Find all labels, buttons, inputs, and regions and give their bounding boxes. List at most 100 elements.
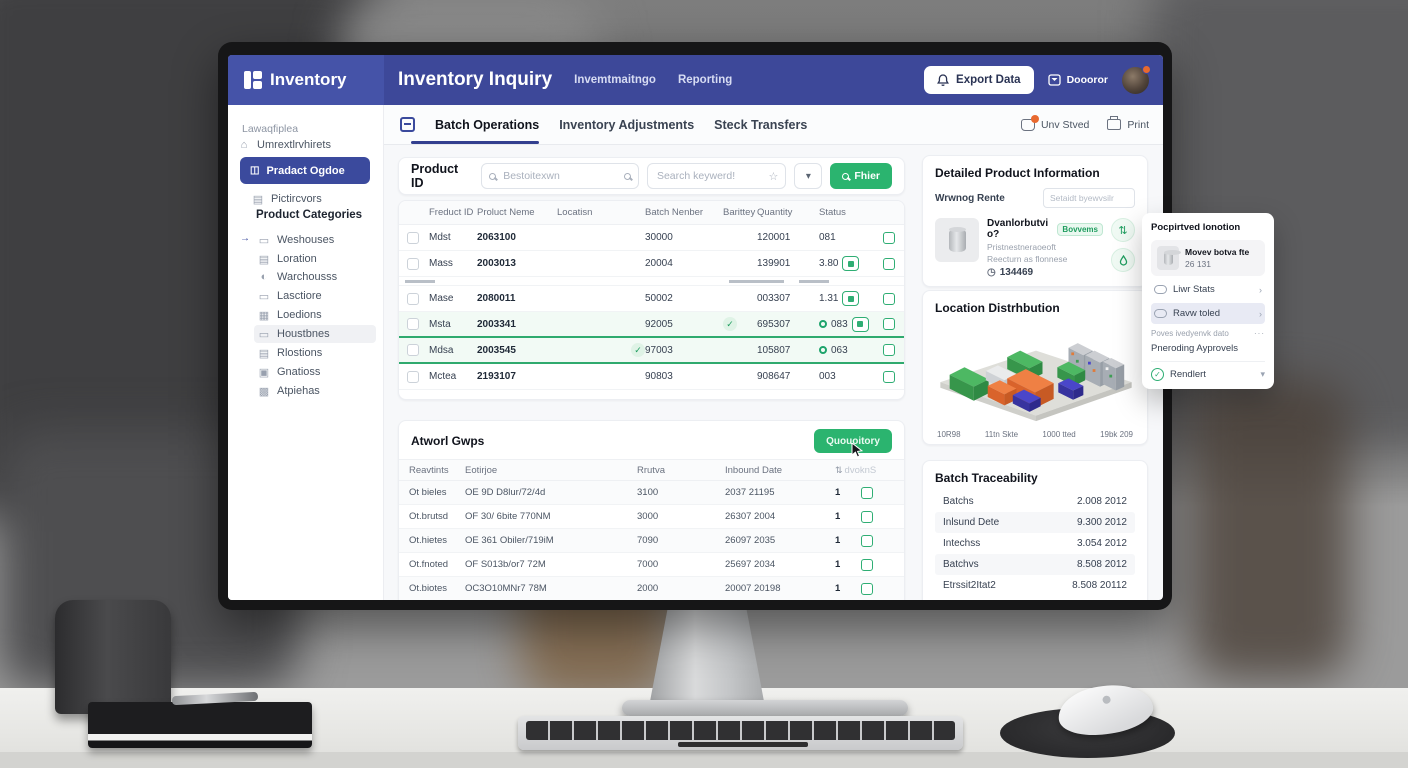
nav-item-inventory[interactable]: Invemtmaitngo (574, 74, 656, 86)
keyboard-keys (526, 721, 955, 740)
popup-item-resolved[interactable]: ✓ Rendlert ▾ (1151, 361, 1265, 381)
keyword-input[interactable] (654, 169, 764, 183)
tab-batch-operations[interactable]: Batch Operations (410, 105, 540, 144)
user-menu[interactable]: Doooror (1047, 74, 1108, 86)
popup-item-pending-approvals[interactable]: Pneroding Ayprovels (1151, 343, 1238, 354)
detail-panel: Detailed Product Information Wrwnog Rent… (922, 155, 1148, 287)
popup-item-raw-data[interactable]: Ravw toled › (1151, 303, 1265, 324)
status-badge-icon (851, 316, 869, 332)
sidebar-tree-warchousss[interactable]: ◐ Warchousss (254, 268, 376, 286)
trace-row[interactable]: Etrssit2Itat2 8.508 20112 (943, 580, 1127, 591)
chart-icon: ▩ (258, 385, 270, 398)
saved-status[interactable]: Unv Stved (1020, 114, 1089, 131)
verified-check-icon: ✓ (631, 343, 645, 357)
sidebar-section-label: Lawaqfiplea (242, 123, 299, 135)
product-id-input[interactable] (501, 169, 619, 183)
row-checkbox[interactable] (407, 370, 419, 383)
sidebar-tree-lasctiore[interactable]: ▭ Lasctiore (258, 290, 322, 303)
status-dot-icon (819, 346, 827, 354)
table-row[interactable]: Mctea 2193107 90803 908647 003 (399, 364, 904, 390)
table-row[interactable]: Mase 2080011 50002 003307 1.31 (399, 286, 904, 312)
product-image (935, 218, 979, 262)
row-checkbox-status[interactable] (883, 318, 895, 330)
row-checkbox[interactable] (407, 257, 419, 270)
inbound-table-header: Reavtints Eotirjoe Rrutva Inbound Date ⇅… (399, 459, 904, 481)
popup-meta-row[interactable]: Poves ivedyenvk dato ··· (1151, 329, 1265, 338)
table-row[interactable]: Mdst 2063100 30000 120001 081 (399, 225, 904, 251)
table-row[interactable]: Ot.biotes OC3O10MNr7 78M 2000 20007 20198 … (399, 577, 904, 600)
swap-button[interactable]: ⇅ (1111, 218, 1135, 242)
trace-row[interactable]: Batchs 2.008 2012 (943, 496, 1127, 507)
refresh-button[interactable] (1111, 248, 1135, 272)
keyword-input-wrap: ☆ (646, 163, 787, 189)
sidebar-tree-weshouses[interactable]: ▭ Weshouses (258, 234, 335, 247)
sidebar-tree-houstbnes[interactable]: ▭ Houstbnes (254, 325, 376, 343)
table-row[interactable]: Mass 2003013 20004 139901 3.80 (399, 251, 904, 277)
sidebar-tree-atpiehas[interactable]: ▩ Atpiehas (258, 385, 320, 398)
check-circle-icon: ✓ (1151, 368, 1164, 381)
row-checkbox[interactable] (407, 292, 419, 305)
popup-product-image (1157, 246, 1181, 270)
sidebar-item-home[interactable]: ⌂ Umrextlrvhirets (238, 135, 331, 155)
page-title: Inventory Inquiry (398, 69, 553, 90)
more-options-icon[interactable]: ··· (1254, 329, 1265, 338)
popup-title: Pocpirtved lonotion (1151, 222, 1241, 233)
sidebar-tree-loedions[interactable]: ▦ Loedions (258, 309, 322, 322)
trace-row[interactable]: Intechss 3.054 2012 (943, 538, 1127, 549)
app-logo[interactable]: Inventory (228, 55, 384, 105)
table-row-selected[interactable]: Mdsa 2003545 ✓ 97003 105807 063 (399, 338, 904, 364)
row-checkbox[interactable] (861, 582, 873, 595)
box-icon: ▭ (258, 234, 270, 247)
row-checkbox-status[interactable] (883, 292, 895, 305)
row-checkbox[interactable] (407, 231, 419, 244)
product-card: Dvanlorbutvi o? Bovvems Pristnestneraoeo… (935, 218, 1135, 278)
print-button[interactable]: Print (1107, 116, 1149, 131)
verified-check-icon: ✓ (723, 317, 737, 331)
search-icon (842, 172, 850, 180)
table-row[interactable]: Ot.hietes OE 361 Obiler/719iM 7090 26097 2… (399, 529, 904, 553)
table-row[interactable]: Ot.brutsd OF 30/ 6bite 770NM 3000 26307 20… (399, 505, 904, 529)
cylinder-product-icon (1163, 249, 1181, 265)
tab-inventory-adjustments[interactable]: Inventory Adjustments (559, 117, 695, 132)
popup-item-live-stats[interactable]: Liwr Stats › (1151, 279, 1265, 300)
avatar[interactable] (1122, 64, 1151, 94)
filter-dropdown-button[interactable]: ▾ (794, 163, 823, 189)
nav-item-reporting[interactable]: Reporting (677, 74, 733, 86)
status-badge: Bovvems (1057, 222, 1103, 236)
row-checkbox[interactable] (407, 318, 419, 330)
document-icon: ▤ (258, 347, 270, 360)
row-checkbox[interactable] (861, 558, 873, 571)
clock-icon: ◷ (987, 267, 996, 278)
sidebar-tree-gnatioss[interactable]: ▣ Gnatioss (258, 366, 321, 379)
tray-icon (1047, 74, 1061, 86)
row-checkbox-status[interactable] (883, 231, 895, 244)
trace-row[interactable]: Batchvs 8.508 2012 (935, 554, 1135, 575)
row-checkbox-status[interactable] (883, 344, 895, 356)
document-icon: ▤ (258, 253, 270, 266)
star-icon[interactable]: ☆ (768, 170, 779, 183)
trace-row[interactable]: Inlsund Dete 9.300 2012 (935, 512, 1135, 533)
row-checkbox[interactable] (861, 534, 873, 547)
row-checkbox[interactable] (861, 510, 873, 523)
detail-search-input[interactable] (1043, 188, 1135, 208)
popup-product-card[interactable]: Movev botva fte 26 131 (1151, 240, 1265, 276)
table-row[interactable]: Ot bieles OE 9D D8lur/72/4d 3100 2037 2119… (399, 481, 904, 505)
table-row[interactable]: Ot.fnoted OF S013b/or7 72M 7000 25697 2034… (399, 553, 904, 577)
row-checkbox-status[interactable] (883, 370, 895, 383)
tab-stock-transfers[interactable]: Steck Transfers (714, 117, 808, 132)
save-badge (1030, 114, 1039, 123)
sort-icon[interactable]: ⇅ (835, 464, 843, 475)
sidebar-item-archive[interactable]: ▤ Pictircvors (252, 193, 322, 206)
sidebar-tree-loration[interactable]: ▤ Loration (258, 253, 317, 266)
desk-front-edge (0, 752, 1408, 768)
table-row-selected[interactable]: Msta 2003341 92005 ✓ 695307 083 (399, 312, 904, 338)
sidebar-tree-rlostions[interactable]: ▤ Rlostions (258, 347, 323, 360)
inventory-table-header: Freduct ID Proluct Neme Locatisn Batch N… (399, 201, 904, 225)
row-checkbox-status[interactable] (883, 257, 895, 270)
row-checkbox[interactable] (861, 486, 873, 499)
sidebar-item-product-guide-active[interactable]: ◫ Pradact Ogdoe (240, 157, 370, 184)
filter-button[interactable]: Fhier (830, 163, 892, 189)
export-data-button[interactable]: Export Data (924, 66, 1034, 94)
row-checkbox[interactable] (407, 344, 419, 356)
